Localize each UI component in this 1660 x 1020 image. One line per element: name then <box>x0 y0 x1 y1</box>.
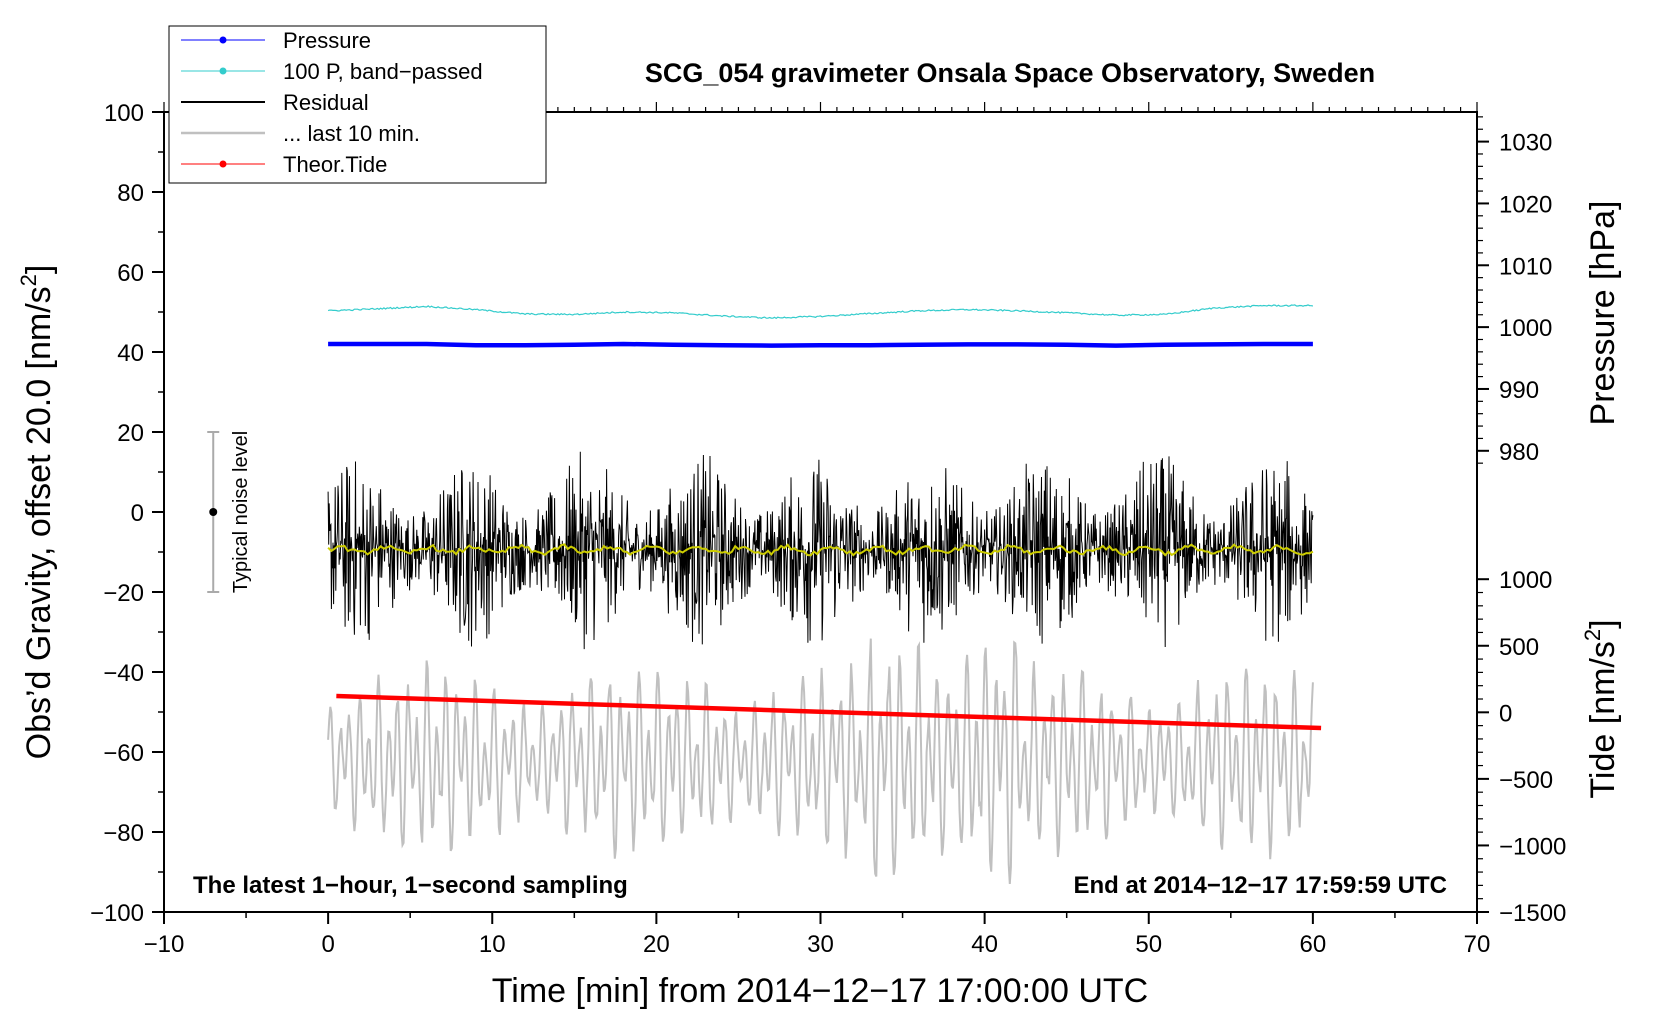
tide-axis-title-sup: 2 <box>1580 629 1605 641</box>
tide-axis-title-end: ] <box>1584 619 1622 628</box>
pressure-axis-title: Pressure [hPa] <box>1584 201 1622 426</box>
y-tick-label-8: −60 <box>103 740 144 767</box>
y-tick-label-4: 20 <box>117 420 144 447</box>
y-tick-label-1: 80 <box>117 180 144 207</box>
series-layer <box>327 304 1322 884</box>
y-tick-label-10: −100 <box>90 900 144 927</box>
chart-title: SCG_054 gravimeter Onsala Space Observat… <box>645 58 1375 88</box>
y-axis-title-end: ] <box>20 265 58 274</box>
annotation-latest-hour: The latest 1−hour, 1−second sampling <box>193 872 628 899</box>
y-tick-label-7: −40 <box>103 660 144 687</box>
y-tick-label-6: −20 <box>103 580 144 607</box>
legend-marker-0 <box>219 36 227 44</box>
tide-axis-title: Tide [nm/s2] <box>1580 619 1622 798</box>
series-theoretical-tide <box>336 693 1322 731</box>
x-tick-label-3: 20 <box>643 931 670 958</box>
x-tick-label-4: 30 <box>807 931 834 958</box>
pressure-tick-label-5: 980 <box>1499 439 1539 466</box>
pressure-tick-label-4: 990 <box>1499 377 1539 404</box>
legend-marker-4 <box>219 160 227 168</box>
series-pressure <box>328 341 1313 348</box>
series-smoothed-residual <box>327 543 1314 557</box>
y-tick-label-9: −80 <box>103 820 144 847</box>
tide-tick-label-5: −1500 <box>1499 900 1566 927</box>
legend-label-4: Theor.Tide <box>283 152 387 177</box>
tide-tick-label-3: −500 <box>1499 767 1553 794</box>
tide-axis-title-main: Tide [nm/s <box>1584 641 1622 798</box>
legend-items: Pressure 100 P, band−passed Residual ... la… <box>181 28 483 177</box>
y-axis-title-sup: 2 <box>16 274 41 286</box>
series-pressure-band-passed <box>327 304 1314 320</box>
x-tick-label-7: 60 <box>1300 931 1327 958</box>
pressure-tick-label-3: 1000 <box>1499 315 1552 342</box>
pressure-tick-label-1: 1020 <box>1499 191 1552 218</box>
noise-indicator: Typical noise level <box>207 431 252 593</box>
tide-tick-label-4: −1000 <box>1499 833 1566 860</box>
y-axis-title: Obs’d Gravity, offset 20.0 [nm/s2] <box>16 265 58 760</box>
x-axis-title: Time [min] from 2014−12−17 17:00:00 UTC <box>492 972 1148 1010</box>
y-tick-label-3: 40 <box>117 340 144 367</box>
tide-tick-label-0: 1000 <box>1499 567 1552 594</box>
y-tick-label-5: 0 <box>131 500 144 527</box>
legend-marker-1 <box>219 67 227 75</box>
tide-tick-label-2: 0 <box>1499 700 1512 727</box>
noise-level-label: Typical noise level <box>230 431 252 593</box>
x-tick-label-0: −10 <box>144 931 185 958</box>
series-last-10-min <box>327 638 1314 884</box>
x-tick-label-2: 10 <box>479 931 506 958</box>
x-tick-label-8: 70 <box>1464 931 1491 958</box>
legend-label-2: Residual <box>283 90 369 115</box>
legend-label-3: ... last 10 min. <box>283 121 420 146</box>
legend-box <box>168 25 547 184</box>
tide-tick-label-1: 500 <box>1499 634 1539 661</box>
x-tick-label-1: 0 <box>321 931 334 958</box>
noise-bar-center-dot <box>209 508 218 516</box>
y-axis-title-main: Obs’d Gravity, offset 20.0 [nm/s <box>20 286 58 759</box>
pressure-tick-label-2: 1010 <box>1499 253 1552 280</box>
legend-label-1: 100 P, band−passed <box>283 59 483 84</box>
series-residual <box>327 451 1314 650</box>
x-tick-label-5: 40 <box>971 931 998 958</box>
legend-label-0: Pressure <box>283 28 371 53</box>
y-tick-label-2: 60 <box>117 260 144 287</box>
pressure-tick-label-0: 1030 <box>1499 130 1552 157</box>
x-tick-label-6: 50 <box>1135 931 1162 958</box>
tick-layer: −10 0 10 20 30 40 50 60 70100806040200−20−40−60−… <box>90 100 1566 958</box>
annotation-end-time: End at 2014−12−17 17:59:59 UTC <box>1073 872 1447 899</box>
legend: Pressure 100 P, band−passed Residual ... la… <box>168 25 547 184</box>
y-tick-label-0: 100 <box>104 100 144 127</box>
